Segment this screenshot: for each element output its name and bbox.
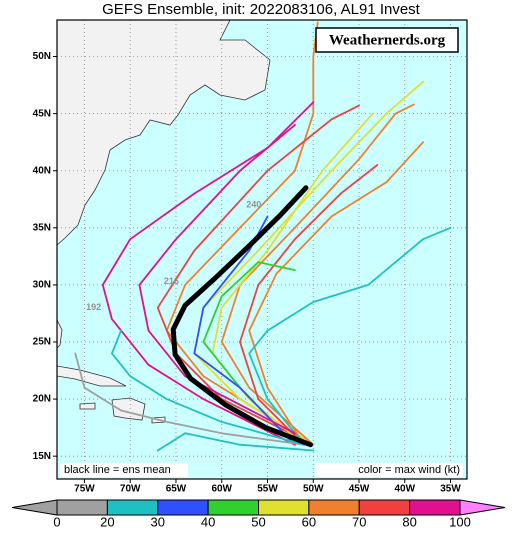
colorbar-box — [258, 499, 310, 516]
ensemble-track — [248, 226, 452, 446]
colorbar-box — [308, 499, 360, 516]
map-frame — [56, 19, 468, 480]
ensemble-track — [156, 432, 315, 452]
ensemble-track — [74, 352, 305, 446]
y-tick-label: 20N — [33, 394, 51, 405]
colorbar-label: 50 — [251, 514, 265, 529]
note-right: color = max wind (kt) — [358, 464, 460, 476]
note-box — [60, 463, 188, 477]
watermark-box — [315, 27, 459, 53]
x-tick-label: 75W — [74, 484, 95, 495]
y-tick-label: 50N — [33, 51, 51, 62]
colorbar-box — [207, 499, 259, 516]
colorbar-box — [157, 499, 209, 516]
colorbar-under — [11, 499, 58, 516]
y-tick-label: 35N — [33, 222, 51, 233]
north-america-land — [57, 20, 271, 246]
jamaica-land — [79, 402, 96, 410]
watermark: Weathernerds.org — [329, 32, 446, 48]
ensemble-track — [138, 124, 296, 435]
ensemble-track — [248, 141, 424, 446]
y-tick-label: 45N — [33, 108, 51, 119]
mean-track — [170, 185, 313, 448]
x-tick-label: 65W — [166, 484, 187, 495]
colorbar-label: 80 — [402, 514, 416, 529]
colorbar-over — [459, 499, 506, 516]
colorbar-label: 100 — [449, 514, 471, 529]
colorbar-box — [106, 499, 159, 516]
note-left: black line = ens mean — [64, 464, 171, 476]
colorbar-box — [409, 499, 461, 516]
chart-title: GEFS Ensemble, init: 2022083106, AL91 In… — [102, 1, 421, 18]
x-tick-label: 60W — [211, 484, 232, 495]
colorbar-box — [358, 499, 411, 516]
cuba-land — [57, 365, 127, 387]
x-tick-label: 35W — [440, 484, 461, 495]
hour-label: 216 — [164, 276, 179, 286]
hour-label: 240 — [246, 199, 261, 209]
florida-land — [57, 319, 63, 349]
x-tick-label: 55W — [257, 484, 278, 495]
x-tick-label: 70W — [120, 484, 141, 495]
note-box — [315, 463, 463, 477]
ensemble-track — [165, 21, 319, 446]
ensemble-track — [211, 112, 374, 446]
hour-label: 192 — [86, 302, 101, 312]
ensemble-track — [101, 101, 315, 446]
colorbar-label: 40 — [201, 514, 215, 529]
x-tick-label: 40W — [394, 484, 415, 495]
ensemble-track — [111, 329, 305, 446]
y-tick-label: 25N — [33, 337, 51, 348]
y-tick-label: 30N — [33, 280, 51, 291]
x-tick-label: 45W — [349, 484, 370, 495]
y-tick-label: 15N — [33, 451, 51, 462]
colorbar-label: 0 — [53, 514, 60, 529]
colorbar-label: 60 — [302, 514, 316, 529]
colorbar-label: 30 — [151, 514, 165, 529]
y-tick-label: 40N — [33, 165, 51, 176]
x-tick-label: 50W — [303, 484, 324, 495]
ensemble-track — [239, 164, 379, 446]
ensemble-track — [193, 80, 424, 446]
colorbar-box — [56, 499, 108, 516]
colorbar-label: 20 — [100, 514, 114, 529]
colorbar-label: 70 — [352, 514, 366, 529]
ensemble-track — [220, 103, 415, 446]
